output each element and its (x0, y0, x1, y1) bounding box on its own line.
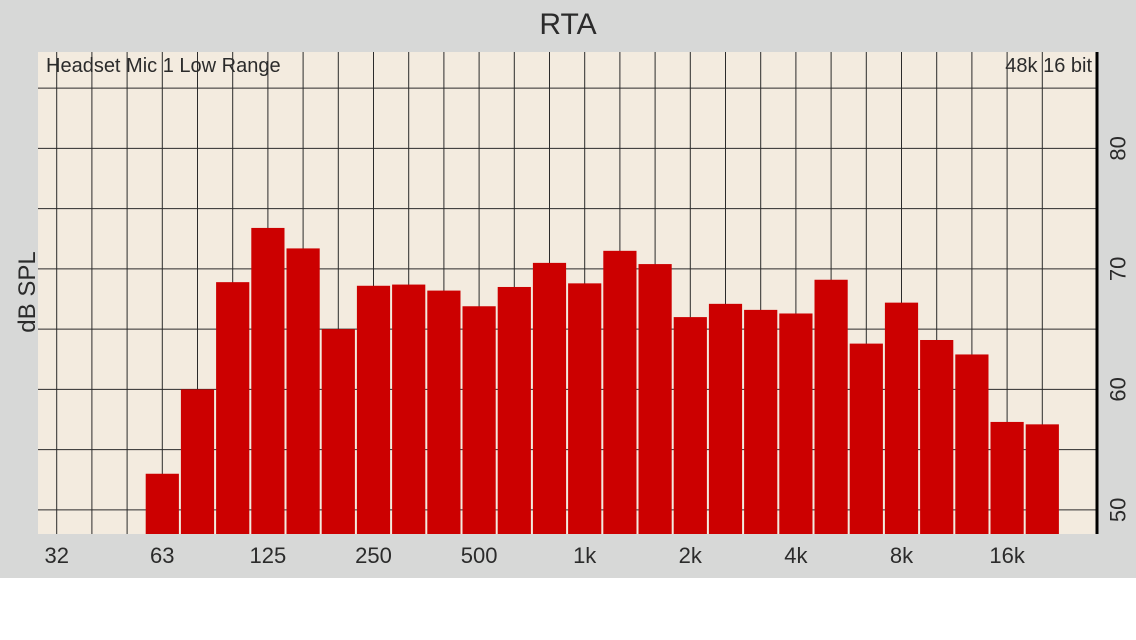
bar-10k (920, 339, 954, 534)
bar-400 (427, 290, 461, 534)
bar-160 (286, 248, 320, 535)
bar-3.15k (744, 309, 778, 534)
chart-title: RTA (539, 8, 597, 41)
x-tick-label: 1k (573, 543, 597, 568)
bar-80 (180, 389, 215, 534)
format-label: 48k 16 bit (1005, 55, 1092, 77)
bar-200 (321, 329, 355, 534)
bar-800 (532, 262, 567, 534)
y-tick-label: 60 (1106, 377, 1131, 401)
bar-1.25k (603, 250, 637, 534)
x-tick-label: 8k (890, 543, 914, 568)
bar-16k (990, 421, 1024, 534)
bar-2k (673, 317, 707, 534)
bar-8k (884, 302, 919, 534)
bar-6.3k (849, 343, 883, 534)
y-tick-label: 70 (1106, 257, 1131, 281)
x-tick-labels: 32 63 125 250 500 1k 2k 4k 8k 16k (44, 543, 1025, 568)
bar-125 (251, 227, 285, 534)
y-tick-labels: 50 60 70 80 (1106, 136, 1131, 522)
x-tick-label: 4k (784, 543, 808, 568)
bar-100 (216, 282, 250, 534)
input-label: Headset Mic 1 Low Range (46, 55, 281, 77)
x-tick-label: 2k (679, 543, 703, 568)
x-tick-label: 500 (461, 543, 498, 568)
bar-12.5k (955, 354, 989, 534)
y-tick-label: 80 (1106, 136, 1131, 160)
x-tick-label: 32 (44, 543, 68, 568)
bar-5k (814, 279, 848, 534)
plot-area (38, 52, 1096, 534)
bar-315 (392, 284, 426, 534)
bar-63 (145, 473, 179, 534)
bar-500 (462, 306, 496, 534)
bar-2.5k (708, 303, 743, 534)
rta-chart: Headset Mic 1 Low Range 48k 16 bit 32 63 1… (38, 52, 1131, 568)
bar-1.6k (638, 264, 672, 534)
rta-window: RTA dB SPL Headset Mic 1 Low Range 48k 1… (0, 0, 1136, 578)
bar-1k (568, 283, 602, 534)
horizontal-gridlines (38, 87, 1096, 511)
x-tick-label: 63 (150, 543, 174, 568)
bar-20k (1025, 424, 1059, 534)
y-tick-label: 50 (1106, 498, 1131, 522)
x-tick-label: 250 (355, 543, 392, 568)
blank-area (0, 578, 1136, 640)
bar-series (145, 227, 1059, 535)
x-tick-label: 125 (250, 543, 287, 568)
bar-250 (356, 285, 391, 534)
bar-630 (497, 286, 531, 534)
x-tick-label: 16k (989, 543, 1025, 568)
bar-4k (779, 313, 813, 534)
